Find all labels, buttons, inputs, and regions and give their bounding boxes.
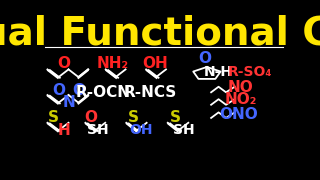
Text: SH: SH bbox=[87, 123, 109, 137]
Text: S: S bbox=[127, 110, 139, 125]
Text: R-NCS: R-NCS bbox=[124, 86, 177, 100]
Text: N: N bbox=[62, 95, 75, 110]
Text: NH₂: NH₂ bbox=[97, 56, 129, 71]
Text: SH: SH bbox=[172, 123, 194, 137]
Text: ONO: ONO bbox=[219, 107, 258, 122]
Text: S: S bbox=[48, 110, 59, 125]
Text: NO: NO bbox=[228, 80, 254, 95]
Text: S: S bbox=[170, 110, 181, 125]
Text: O: O bbox=[72, 83, 85, 98]
Text: OH: OH bbox=[129, 123, 153, 137]
Text: R-SO₄: R-SO₄ bbox=[227, 65, 272, 79]
Text: NO₂: NO₂ bbox=[225, 92, 257, 107]
Text: O: O bbox=[84, 110, 97, 125]
Text: O: O bbox=[52, 83, 65, 98]
Text: H: H bbox=[57, 123, 70, 138]
Text: Unusual Functional Groups: Unusual Functional Groups bbox=[0, 15, 320, 53]
Text: O: O bbox=[198, 51, 212, 66]
Text: O: O bbox=[57, 56, 70, 71]
Text: N-H: N-H bbox=[204, 65, 233, 79]
Text: R-OCN: R-OCN bbox=[76, 86, 131, 100]
Text: OH: OH bbox=[142, 56, 168, 71]
